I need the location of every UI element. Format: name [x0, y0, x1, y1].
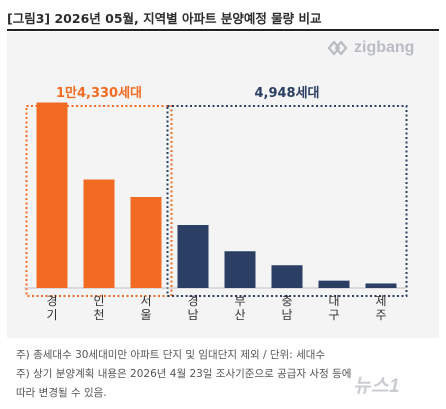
tick-label-인천-2: 천 — [93, 307, 104, 322]
title-divider — [7, 29, 439, 31]
footnotes: 주) 총세대수 30세대미만 아파트 단지 및 임대단지 제외 / 단위: 세대… — [16, 346, 436, 403]
tick-label-충남-1: 충 — [281, 294, 292, 308]
tick-label-충남-2: 남 — [281, 308, 292, 322]
zigbang-logo: zigbang — [328, 39, 414, 57]
tick-label-경남-1: 경 — [187, 294, 198, 308]
footnote-2: 주) 상기 분양계획 내용은 2026년 4월 23일 조사기준으로 공급자 사… — [16, 368, 352, 380]
bar-대구 — [318, 280, 350, 288]
tick-label-인천-1: 인 — [93, 294, 104, 308]
footnote-3: 따라 변경될 수 있음. — [16, 387, 107, 399]
group-label-1: 1만4,330세대 — [56, 85, 142, 101]
tick-label-부산-1: 부 — [234, 294, 245, 308]
tick-label-부산-2: 산 — [234, 308, 245, 322]
group-box-1 — [25, 105, 173, 297]
bar-충남 — [271, 265, 303, 288]
tick-label-제주-2: 주 — [375, 308, 386, 322]
tick-label-제주-1: 제 — [375, 294, 386, 308]
bar-경기 — [36, 102, 68, 288]
bar-제주 — [365, 283, 397, 288]
tick-label-대구-2: 구 — [328, 308, 339, 322]
news1-watermark: 뉴스1 — [353, 376, 401, 397]
bar-서울 — [130, 197, 162, 288]
group-box-2 — [166, 105, 408, 297]
footnote-1: 주) 총세대수 30세대미만 아파트 단지 및 임대단지 제외 / 단위: 세대… — [16, 349, 326, 361]
bar-인천 — [83, 179, 115, 288]
zigbang-logo-text: zigbang — [354, 39, 415, 56]
zigbang-logo-icon — [328, 40, 348, 56]
tick-label-서울-1: 서 — [140, 294, 151, 308]
tick-label-경남-2: 남 — [187, 308, 198, 322]
tick-label-대구-1: 대 — [328, 294, 339, 308]
bar-부산 — [224, 251, 256, 288]
tick-label-경기-2: 기 — [46, 308, 57, 322]
tick-label-서울-2: 울 — [140, 308, 151, 322]
tick-label-경기-1: 경 — [46, 294, 57, 308]
bar-경남 — [177, 225, 209, 288]
chart-title: [그림3] 2026년 05월, 지역별 아파트 분양예정 물량 비교 — [7, 11, 322, 26]
group-label-2: 4,948세대 — [254, 86, 319, 101]
